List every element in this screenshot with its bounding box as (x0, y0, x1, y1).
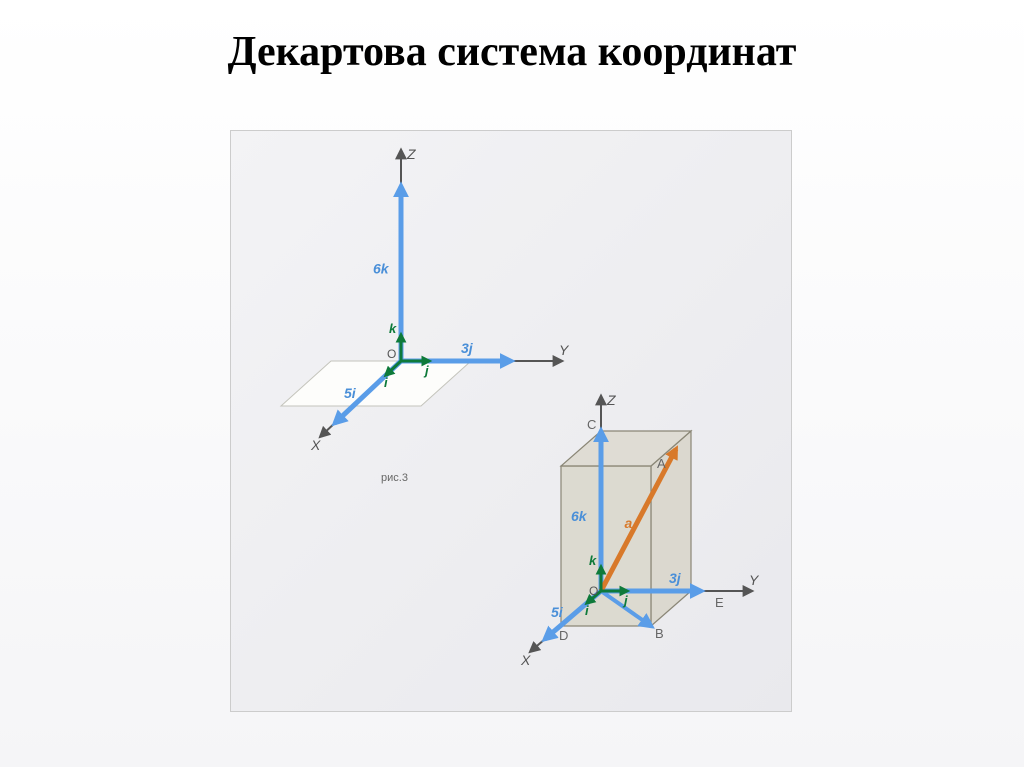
svg-text:Y: Y (559, 342, 570, 358)
svg-text:k: k (389, 321, 397, 336)
svg-text:5i: 5i (551, 604, 564, 620)
svg-text:Y: Y (749, 572, 760, 588)
svg-text:3j: 3j (669, 570, 682, 586)
svg-text:C: C (587, 417, 596, 432)
svg-text:3j: 3j (461, 340, 474, 356)
svg-text:Z: Z (606, 392, 616, 408)
svg-text:Z: Z (406, 146, 416, 162)
svg-text:k: k (589, 553, 597, 568)
svg-text:O: O (387, 347, 396, 361)
svg-text:D: D (559, 628, 568, 643)
svg-text:a: a (625, 515, 633, 531)
svg-text:X: X (310, 437, 321, 453)
svg-text:рис.3: рис.3 (381, 472, 408, 484)
svg-text:A: A (657, 456, 666, 471)
svg-text:6k: 6k (373, 261, 390, 277)
svg-text:O: O (589, 584, 598, 598)
diagram-svg: ZYXO6k3j5ikjiрис.3ZYXO6k3j5iakjiABCDE (231, 131, 791, 711)
page-title: Декартова система координат (0, 0, 1024, 76)
diagram-container: ZYXO6k3j5ikjiрис.3ZYXO6k3j5iakjiABCDE (230, 130, 792, 712)
svg-text:B: B (655, 626, 664, 641)
svg-text:6k: 6k (571, 508, 588, 524)
svg-text:i: i (585, 603, 589, 618)
svg-text:i: i (384, 375, 388, 390)
svg-text:5i: 5i (344, 385, 357, 401)
svg-text:E: E (715, 595, 724, 610)
svg-text:X: X (520, 652, 531, 668)
